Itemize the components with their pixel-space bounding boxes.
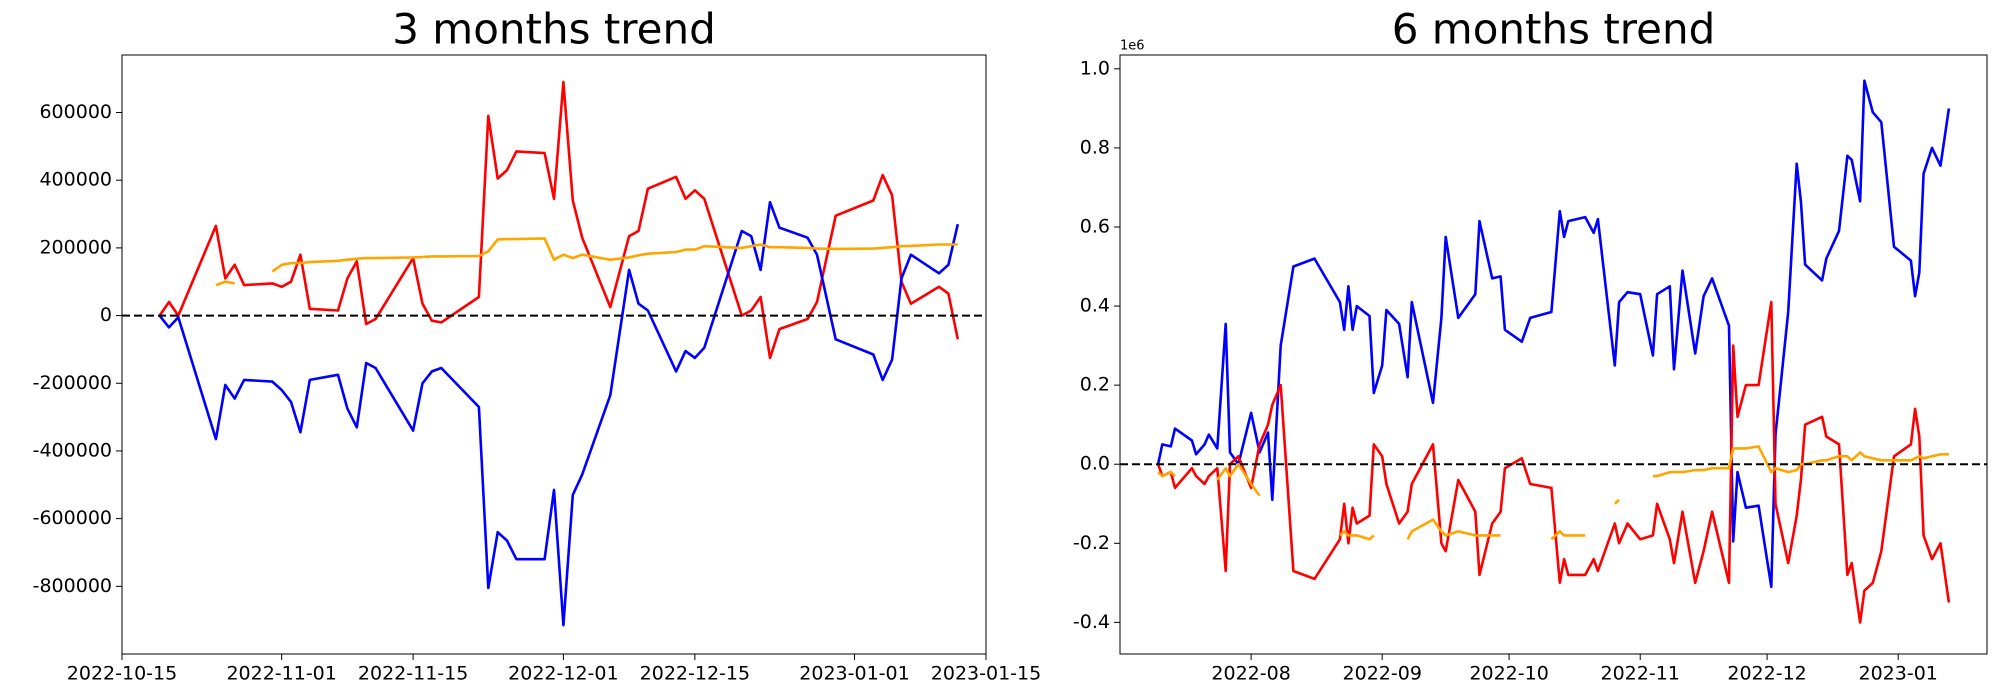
x-tick-label: 2022-12: [1727, 663, 1806, 685]
y-tick-label: 0.2: [1080, 374, 1110, 396]
axes-frame: [121, 54, 987, 655]
y-tick-label: 0.0: [1080, 453, 1110, 475]
y-tick-label: 200000: [39, 236, 112, 258]
y-tick-label: 0.8: [1080, 136, 1110, 158]
y-tick-label: -0.2: [1073, 532, 1110, 554]
x-tick-label: 2023-01: [1858, 663, 1937, 685]
y-tick-label: 0.4: [1080, 295, 1110, 317]
x-tick-label: 2023-01-15: [931, 663, 1041, 685]
series-line: [1157, 445, 1949, 541]
y-tick-label: -0.4: [1073, 611, 1110, 633]
series-line: [158, 200, 960, 627]
axes-frame: [1119, 54, 1988, 655]
series-line: [1156, 79, 1951, 589]
y-tick-label: -600000: [33, 507, 112, 529]
x-tick-label: 2022-11-15: [358, 663, 468, 685]
x-tick-label: 2022-12-01: [508, 663, 618, 685]
y-tick-label: 1.0: [1080, 57, 1110, 79]
y-tick-label: 600000: [39, 101, 112, 123]
x-tick-label: 2022-12-15: [640, 663, 750, 685]
series-line: [215, 237, 958, 287]
x-tick-label: 2023-01-01: [799, 663, 909, 685]
chart-title: 6 months trend: [1392, 5, 1716, 54]
y-tick-label: 0.6: [1080, 215, 1110, 237]
x-tick-label: 2022-11-01: [226, 663, 336, 685]
x-tick-label: 2022-09: [1343, 663, 1422, 685]
y-scale-label: 1e6: [1120, 39, 1145, 54]
y-tick-label: -200000: [33, 372, 112, 394]
chart-title: 3 months trend: [392, 5, 716, 54]
y-tick-label: 400000: [39, 169, 112, 191]
x-tick-label: 2022-10: [1469, 663, 1548, 685]
x-tick-label: 2022-11: [1601, 663, 1680, 685]
x-tick-label: 2022-08: [1211, 663, 1290, 685]
y-tick-label: -400000: [33, 439, 112, 461]
series-line: [1156, 300, 1951, 624]
series-line: [158, 80, 960, 360]
y-tick-label: -800000: [33, 575, 112, 597]
x-tick-label: 2022-10-15: [67, 663, 177, 685]
y-tick-label: 0: [100, 304, 112, 326]
